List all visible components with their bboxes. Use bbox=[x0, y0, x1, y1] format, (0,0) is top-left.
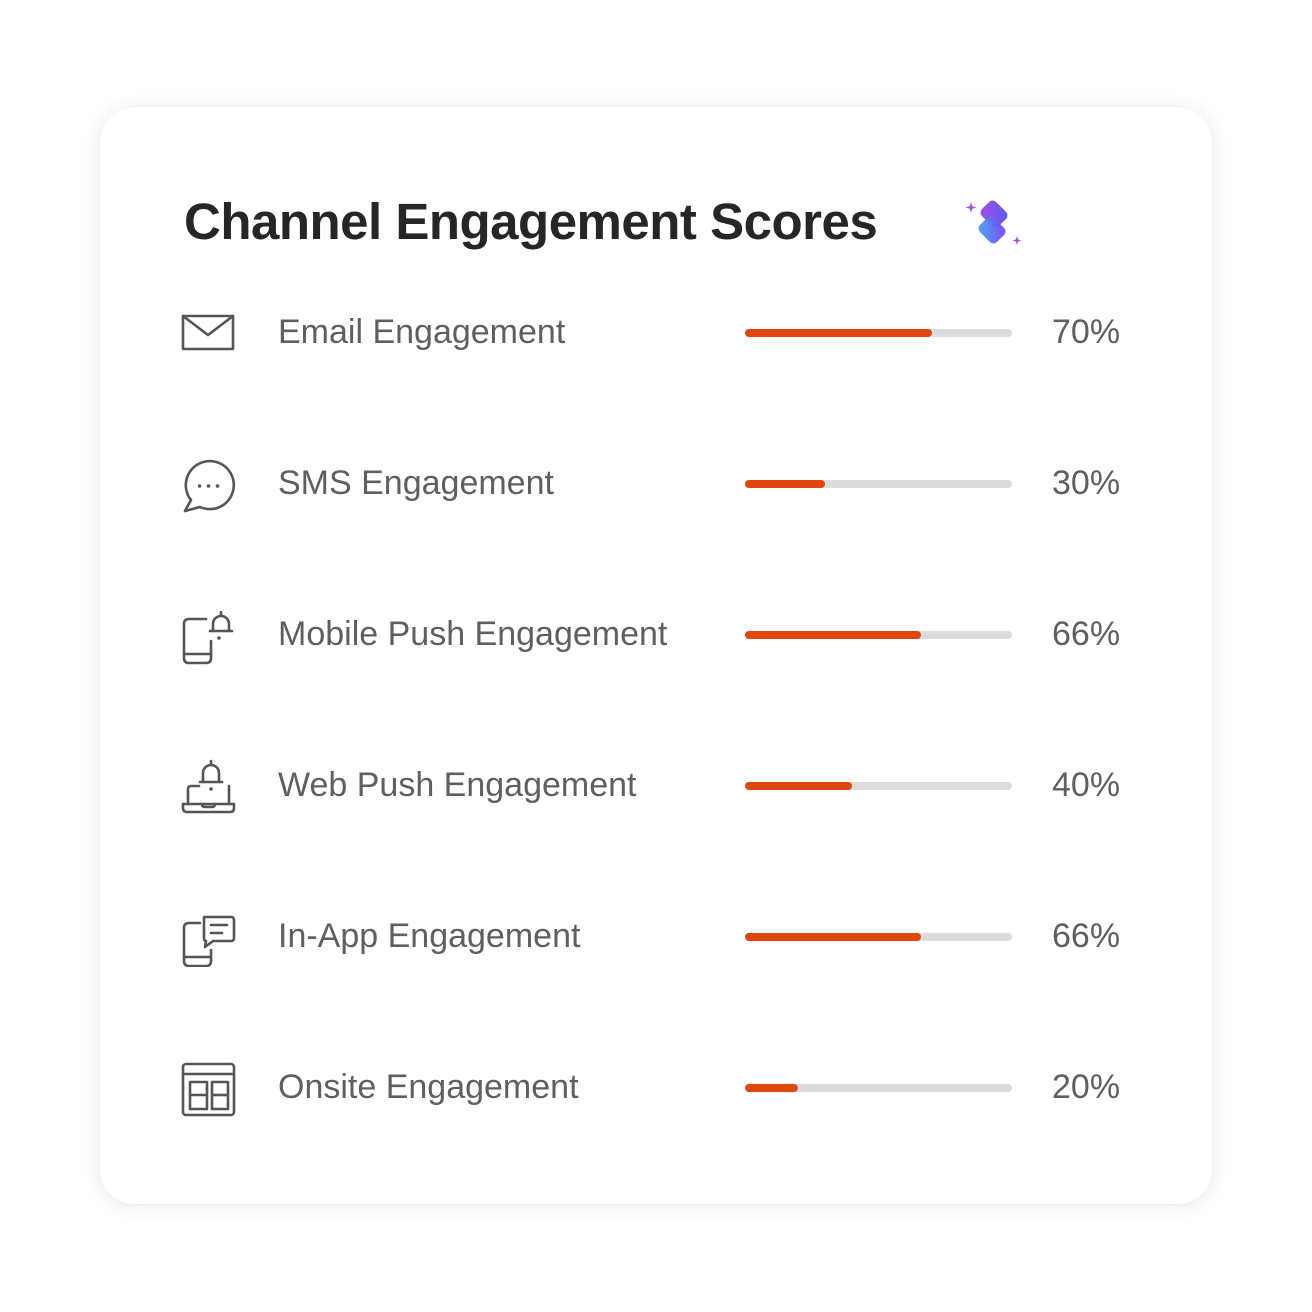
channel-label: In-App Engagement bbox=[278, 917, 581, 955]
card-title: Channel Engagement Scores bbox=[184, 193, 878, 250]
score-value: 66% bbox=[1052, 917, 1121, 955]
score-value: 30% bbox=[1052, 464, 1121, 502]
channel-row-sms: SMS Engagement 30% bbox=[100, 443, 1212, 523]
score-bar-fill bbox=[745, 1084, 799, 1092]
score-bar-fill bbox=[745, 782, 852, 790]
score-bar-track bbox=[745, 782, 1012, 790]
score-bar-track bbox=[745, 1084, 1012, 1092]
channel-label: SMS Engagement bbox=[278, 464, 554, 502]
channel-label: Web Push Engagement bbox=[278, 766, 637, 804]
score-bar-track bbox=[745, 933, 1012, 941]
score-bar-fill bbox=[745, 933, 922, 941]
webpage-layout-icon bbox=[180, 1060, 238, 1118]
score-bar-track bbox=[745, 631, 1012, 639]
channel-label: Onsite Engagement bbox=[278, 1068, 579, 1106]
mobile-bell-icon bbox=[180, 607, 238, 665]
score-bar-fill bbox=[745, 329, 932, 337]
laptop-bell-icon bbox=[180, 758, 238, 816]
ai-sparkle-icon bbox=[965, 200, 1022, 245]
channel-row-email: Email Engagement 70% bbox=[100, 292, 1212, 372]
score-bar-fill bbox=[745, 480, 826, 488]
score-bar-fill bbox=[745, 631, 922, 639]
score-value: 20% bbox=[1052, 1068, 1121, 1106]
channel-row-web-push: Web Push Engagement 40% bbox=[100, 745, 1212, 825]
envelope-icon bbox=[180, 305, 238, 363]
score-value: 66% bbox=[1052, 615, 1121, 653]
mobile-message-icon bbox=[180, 909, 238, 967]
score-value: 40% bbox=[1052, 766, 1121, 804]
score-value: 70% bbox=[1052, 313, 1121, 351]
channel-row-onsite: Onsite Engagement 20% bbox=[100, 1047, 1212, 1127]
chat-bubble-icon bbox=[180, 456, 238, 514]
score-bar-track bbox=[745, 329, 1012, 337]
score-bar-track bbox=[745, 480, 1012, 488]
channel-row-mobile-push: Mobile Push Engagement 66% bbox=[100, 594, 1212, 674]
channel-label: Mobile Push Engagement bbox=[278, 615, 668, 653]
channel-row-in-app: In-App Engagement 66% bbox=[100, 896, 1212, 976]
engagement-card: Channel Engagement Scores bbox=[100, 107, 1212, 1204]
channel-label: Email Engagement bbox=[278, 313, 566, 351]
